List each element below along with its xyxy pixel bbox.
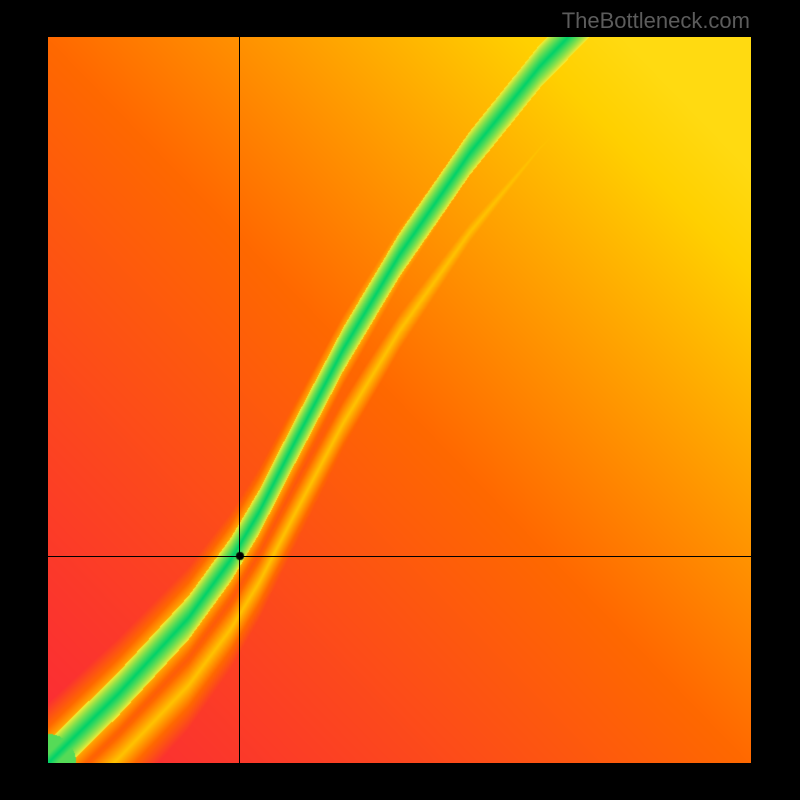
crosshair-horizontal xyxy=(48,556,751,557)
watermark-text: TheBottleneck.com xyxy=(562,8,750,34)
crosshair-vertical xyxy=(239,37,240,763)
crosshair-dot xyxy=(235,551,245,561)
bottleneck-heatmap xyxy=(48,37,751,763)
